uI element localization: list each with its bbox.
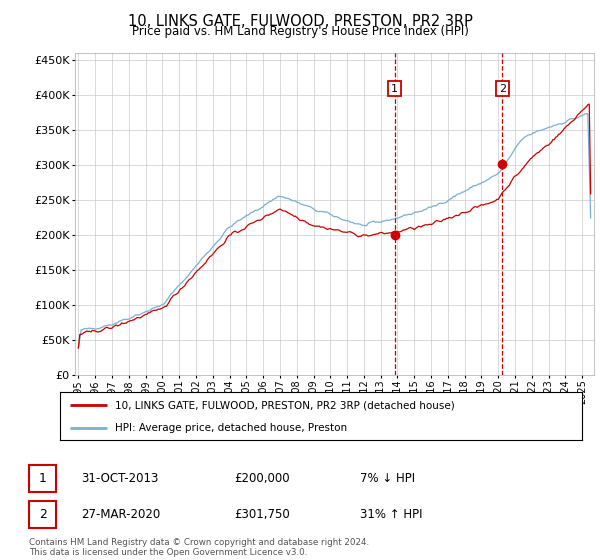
Text: Contains HM Land Registry data © Crown copyright and database right 2024.
This d: Contains HM Land Registry data © Crown c… (29, 538, 369, 557)
Text: 31% ↑ HPI: 31% ↑ HPI (360, 507, 422, 521)
Text: £301,750: £301,750 (234, 507, 290, 521)
Text: 27-MAR-2020: 27-MAR-2020 (81, 507, 160, 521)
Text: 10, LINKS GATE, FULWOOD, PRESTON, PR2 3RP (detached house): 10, LINKS GATE, FULWOOD, PRESTON, PR2 3R… (115, 400, 455, 410)
Text: 31-OCT-2013: 31-OCT-2013 (81, 472, 158, 486)
Text: HPI: Average price, detached house, Preston: HPI: Average price, detached house, Pres… (115, 423, 347, 433)
Text: £200,000: £200,000 (234, 472, 290, 486)
Text: 2: 2 (499, 83, 506, 94)
Text: 7% ↓ HPI: 7% ↓ HPI (360, 472, 415, 486)
Text: 1: 1 (391, 83, 398, 94)
Text: Price paid vs. HM Land Registry's House Price Index (HPI): Price paid vs. HM Land Registry's House … (131, 25, 469, 38)
Text: 2: 2 (38, 507, 47, 521)
Text: 10, LINKS GATE, FULWOOD, PRESTON, PR2 3RP: 10, LINKS GATE, FULWOOD, PRESTON, PR2 3R… (128, 14, 472, 29)
Text: 1: 1 (38, 472, 47, 486)
